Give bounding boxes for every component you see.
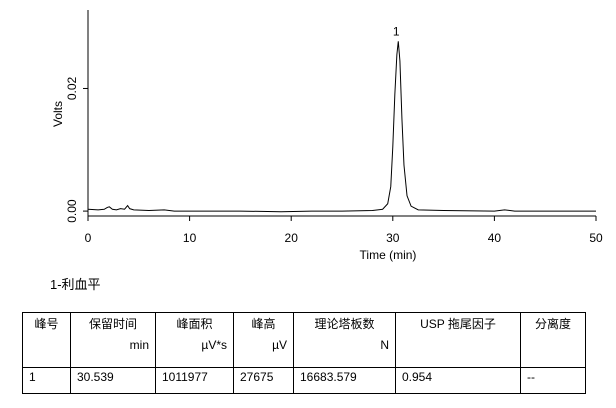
chromatogram-line <box>87 41 596 213</box>
y-axis-label: Volts <box>51 101 65 127</box>
header-cell: 理论塔板数 N <box>293 312 396 368</box>
x-tick-label: 20 <box>285 231 299 245</box>
result-table: 峰号 保留时间 min 峰面积 µV*s 峰高 µV 理论塔板数 N USP 拖尾因子 分离度 1 30… <box>22 312 586 394</box>
header-cell: 保留时间 min <box>70 312 156 368</box>
header-unit: min <box>129 338 149 352</box>
x-tick-label: 50 <box>589 231 603 245</box>
header-cell: USP 拖尾因子 <box>395 312 521 368</box>
data-cell: 0.954 <box>395 367 521 394</box>
data-cell: 30.539 <box>70 367 156 394</box>
x-tick-label: 10 <box>183 231 197 245</box>
header-cell: 峰面积 µV*s <box>155 312 234 368</box>
chart: Time (min) Volts 0 10 20 30 40 50 0.00 0.02 1 <box>51 10 603 262</box>
header-unit: N <box>380 338 389 352</box>
y-tick-label: 0.02 <box>65 76 79 100</box>
header-cell: 分离度 <box>520 312 586 368</box>
header-cell: 峰号 <box>22 312 71 368</box>
header-unit: µV <box>272 338 287 352</box>
x-tick-label: 0 <box>85 231 92 245</box>
header-text: 保留时间 <box>88 317 137 331</box>
header-row: 峰号 保留时间 min 峰面积 µV*s 峰高 µV 理论塔板数 N USP 拖尾因子 分离度 <box>22 312 586 368</box>
header-text: 分离度 <box>534 317 571 331</box>
data-cell: -- <box>520 367 586 394</box>
peak-label: 1 <box>393 24 400 38</box>
header-text: USP 拖尾因子 <box>420 317 496 331</box>
data-cell: 1011977 <box>155 367 234 394</box>
header-text: 峰面积 <box>176 317 213 331</box>
header-text: 理论塔板数 <box>314 317 375 331</box>
header-text: 峰号 <box>34 317 59 331</box>
data-cell: 27675 <box>233 367 294 394</box>
data-row: 1 30.539 1011977 27675 16683.579 0.954 -- <box>22 367 586 394</box>
caption: 1-利血平 <box>50 277 101 292</box>
data-cell: 16683.579 <box>293 367 396 394</box>
x-tick-label: 40 <box>488 231 502 245</box>
header-cell: 峰高 µV <box>233 312 294 368</box>
x-tick-label: 30 <box>386 231 400 245</box>
header-text: 峰高 <box>251 317 276 331</box>
header-unit: µV*s <box>201 338 227 352</box>
x-axis-label: Time (min) <box>360 248 417 262</box>
y-tick-label: 0.00 <box>65 199 79 223</box>
data-cell: 1 <box>22 367 71 394</box>
